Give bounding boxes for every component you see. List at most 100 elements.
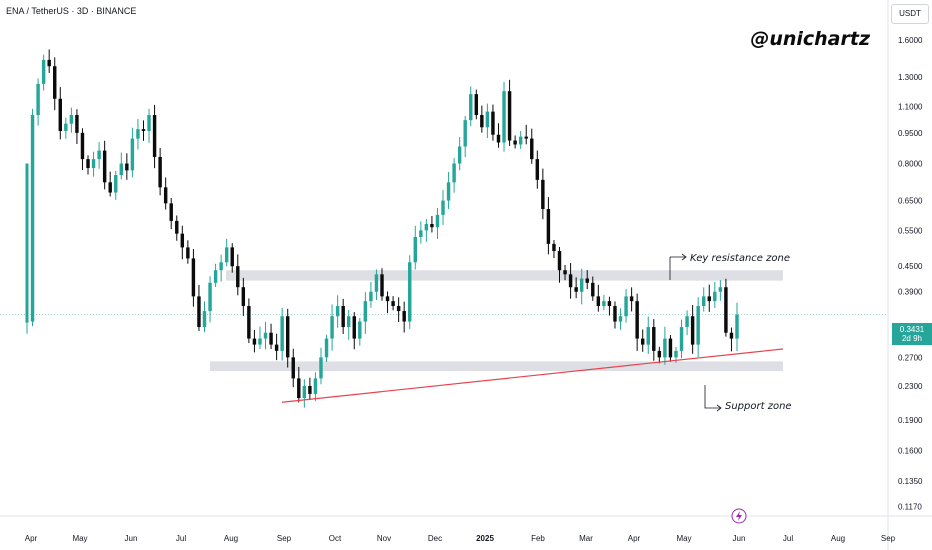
candle-body: [419, 230, 423, 238]
candle: [640, 329, 645, 352]
candle-body: [41, 59, 46, 84]
candle: [391, 296, 395, 311]
candle: [285, 308, 290, 368]
candle-body: [280, 316, 284, 351]
candle-body: [690, 316, 695, 345]
lightning-icon-bolt: [736, 511, 742, 521]
candle: [541, 168, 545, 220]
x-tick-label: May: [676, 534, 691, 543]
candle: [175, 215, 179, 241]
candle-body: [236, 266, 240, 288]
candle-body: [452, 163, 456, 183]
candle: [701, 287, 706, 312]
candle-body: [679, 327, 684, 351]
candle: [557, 247, 562, 283]
candle-body: [75, 114, 79, 133]
y-tick-label: 1.3000: [898, 73, 923, 82]
candle: [424, 218, 429, 242]
candle-body: [47, 59, 51, 67]
candle: [496, 123, 501, 148]
candle: [457, 136, 462, 171]
candle-body: [230, 247, 234, 267]
candle: [352, 312, 356, 350]
candle: [41, 54, 46, 91]
candle: [125, 153, 129, 180]
candle: [269, 323, 273, 350]
x-tick-label: 2025: [476, 534, 494, 543]
candle-body: [413, 237, 418, 263]
x-tick-label: Jun: [125, 534, 138, 543]
candle: [563, 265, 567, 281]
candle: [197, 284, 201, 331]
x-tick-label: May: [72, 534, 87, 543]
candle: [474, 89, 479, 120]
candle-body: [147, 114, 151, 131]
x-tick-label: Jul: [176, 534, 186, 543]
y-tick-label: 0.2700: [898, 353, 923, 362]
candle-body: [25, 321, 29, 323]
candle-body: [86, 159, 90, 169]
candle-body: [391, 301, 395, 307]
candle: [713, 281, 717, 309]
candle-body: [30, 114, 35, 322]
candle: [679, 319, 684, 359]
candle: [346, 310, 351, 340]
candle: [291, 348, 295, 388]
support-annotation: Support zone: [725, 401, 792, 412]
candle-body: [247, 306, 251, 339]
candle: [618, 308, 623, 330]
candle-body: [591, 282, 595, 297]
candle: [169, 198, 173, 230]
candle: [413, 225, 418, 270]
candle-body: [557, 251, 562, 271]
candle: [668, 334, 673, 362]
x-tick-label: Sep: [881, 534, 896, 543]
candle: [36, 78, 40, 126]
candle-body: [618, 316, 623, 322]
candle: [613, 301, 617, 329]
candle-body: [602, 301, 606, 307]
candle: [596, 284, 601, 312]
last-price-label: 0.3431 2d 9h: [892, 323, 932, 345]
candle-body: [513, 140, 517, 145]
y-tick-label: 0.2300: [898, 382, 923, 391]
candle-body: [80, 132, 85, 160]
candle-body: [58, 98, 63, 131]
candle-body: [208, 282, 212, 312]
candle: [374, 269, 379, 301]
candle: [446, 171, 451, 210]
candle-body: [657, 350, 662, 358]
y-tick-label: 0.1600: [898, 447, 923, 456]
candle: [75, 109, 79, 145]
candle: [102, 140, 107, 190]
candle: [585, 270, 589, 290]
candle: [546, 197, 551, 255]
candle-body: [524, 136, 528, 139]
candle-body: [53, 66, 57, 99]
candle: [402, 301, 406, 333]
candle: [735, 302, 739, 352]
candle-body: [252, 338, 257, 345]
candle: [47, 49, 51, 73]
currency-button[interactable]: USDT: [891, 4, 929, 24]
candle-body: [114, 175, 118, 193]
candle: [707, 284, 711, 312]
candle: [629, 287, 634, 312]
candle-body: [363, 301, 368, 322]
candle-body: [546, 209, 551, 244]
support-arrow: [704, 385, 722, 412]
candle-body: [701, 296, 706, 307]
candle: [274, 333, 279, 361]
y-tick-label: 0.3900: [898, 288, 923, 297]
candle-body: [274, 344, 279, 351]
candle-body: [269, 332, 273, 345]
candle: [441, 189, 445, 225]
candle-body: [341, 306, 345, 328]
candle-body: [358, 321, 362, 339]
candle-body: [707, 296, 711, 302]
candle-body: [119, 163, 124, 176]
candle: [219, 254, 223, 282]
candle-body: [219, 262, 223, 271]
candle-body: [297, 378, 301, 399]
candle: [330, 304, 334, 351]
